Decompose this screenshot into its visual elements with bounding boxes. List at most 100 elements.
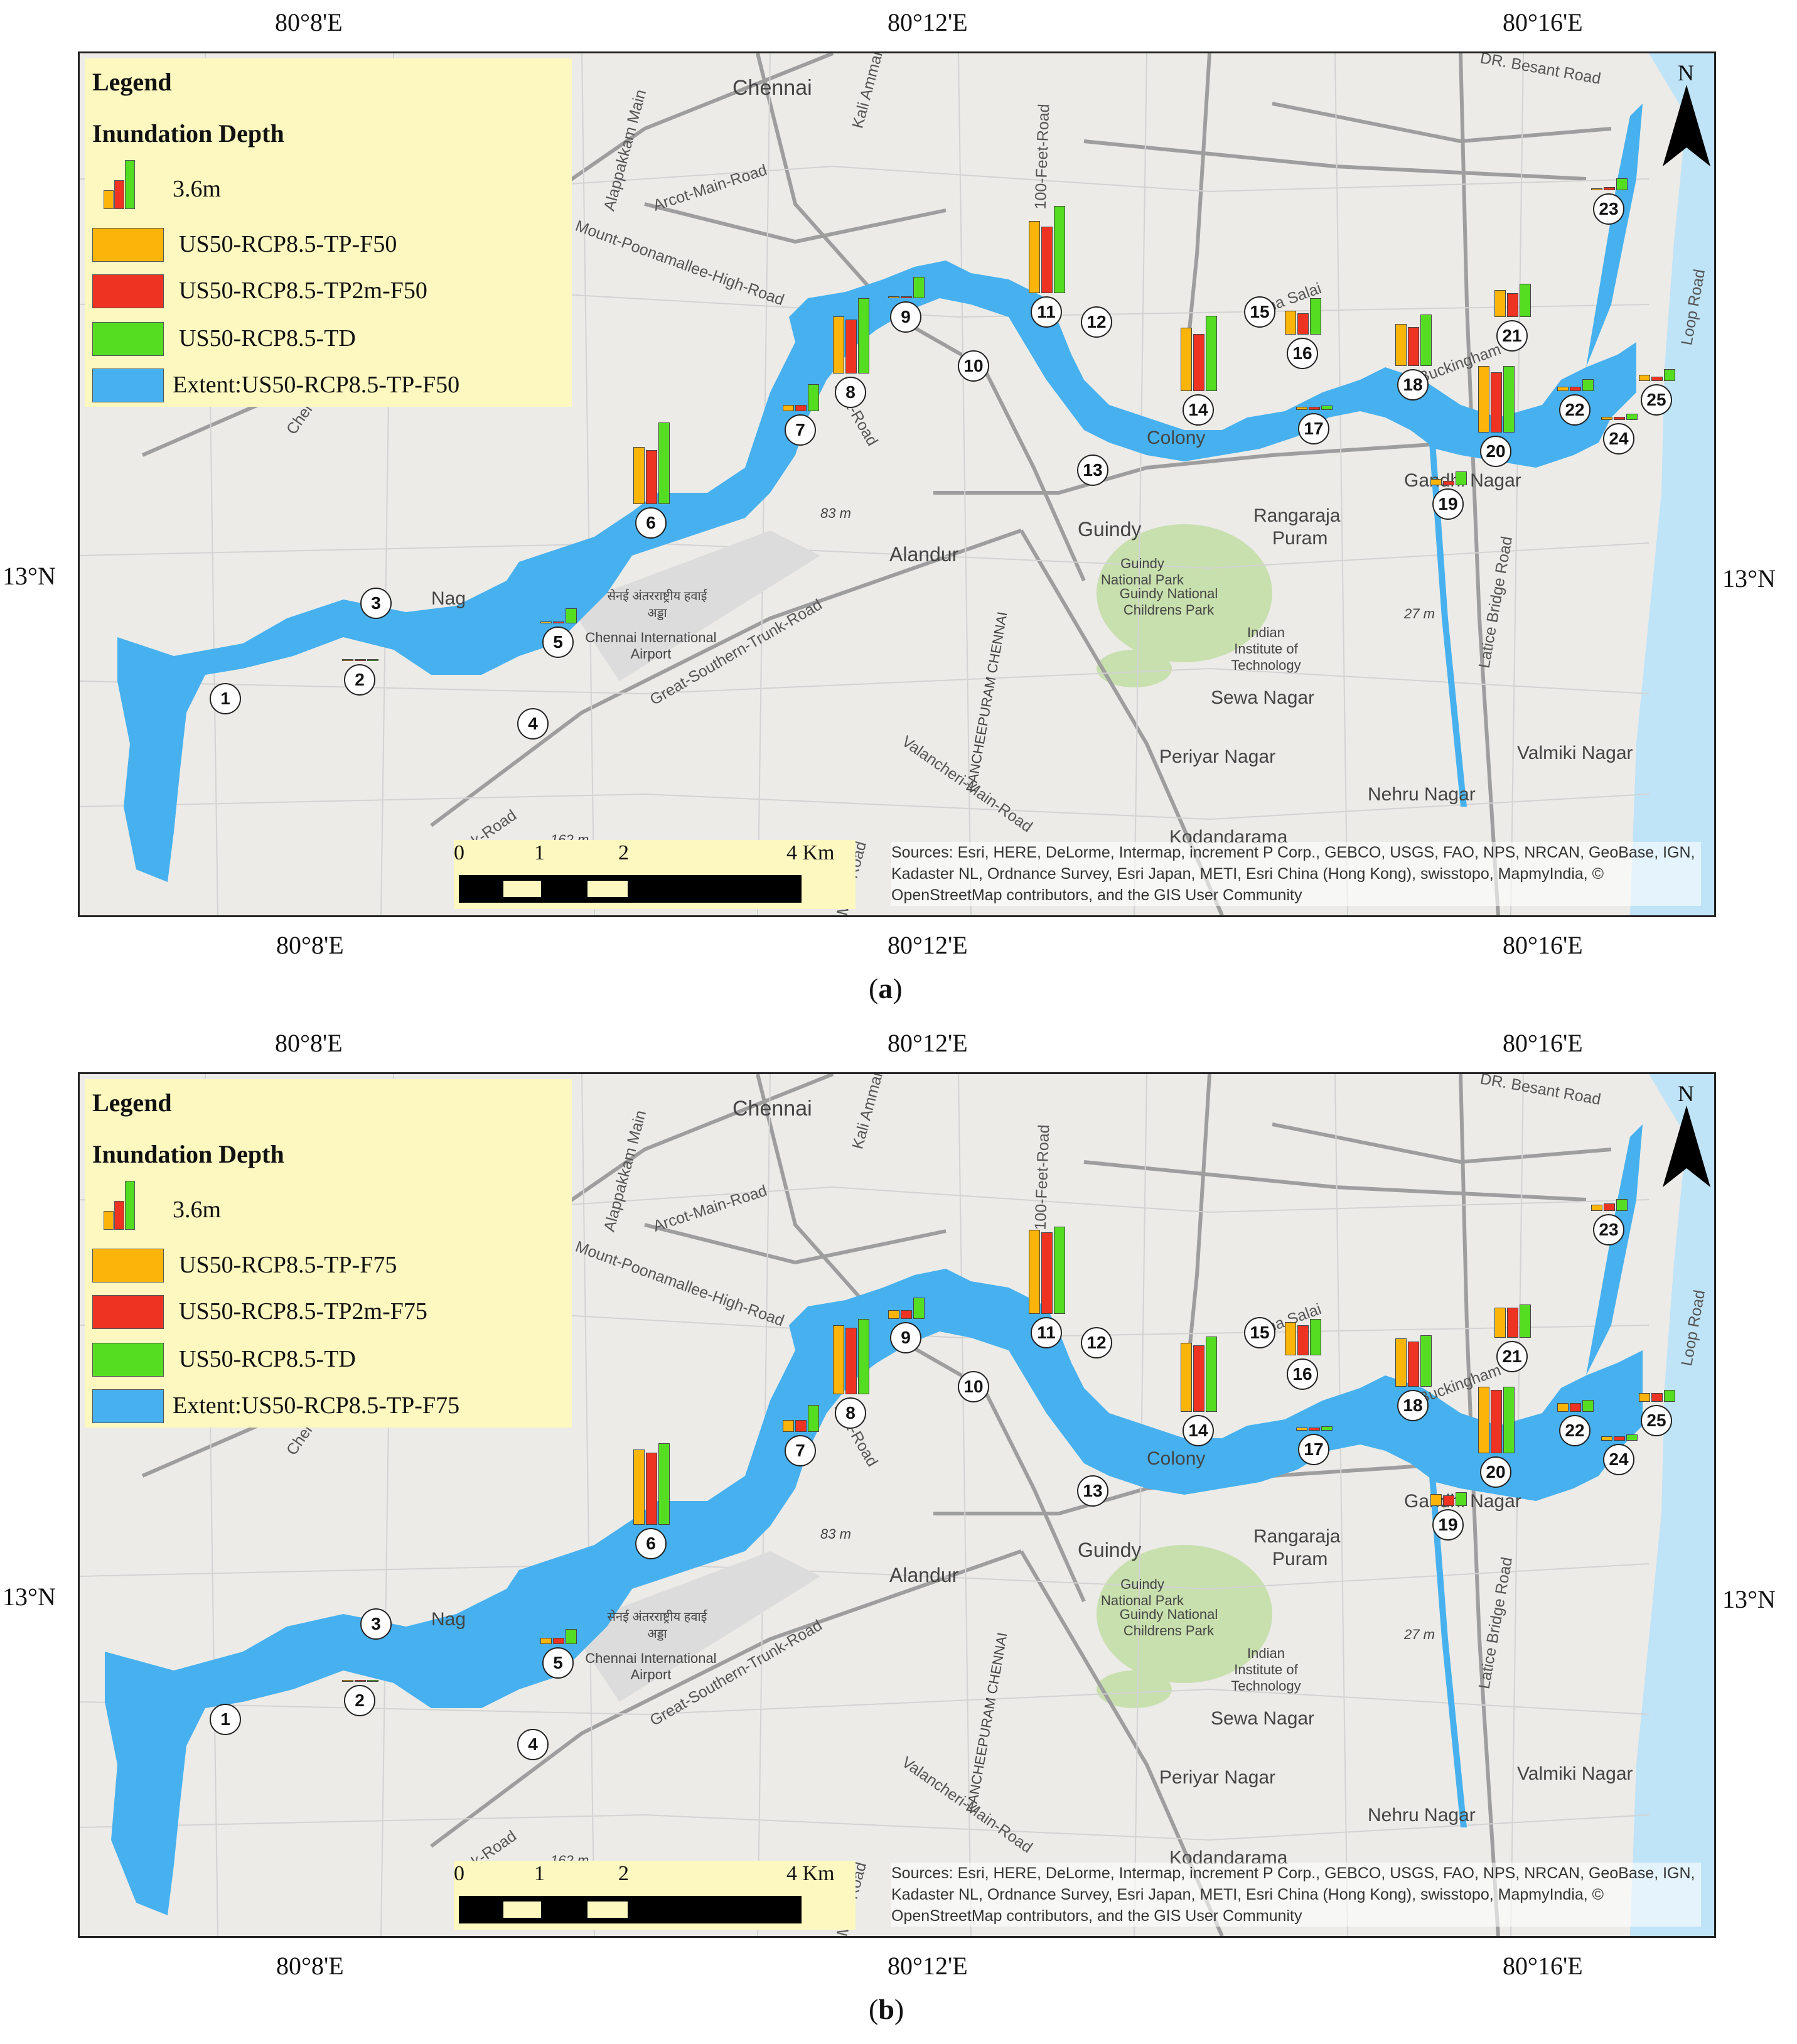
site-marker[interactable]: 19: [1432, 1509, 1464, 1541]
lon-label-top-3: 80°16'E: [1503, 8, 1583, 36]
scale-tick-4: 4 Km: [786, 841, 835, 864]
site-marker[interactable]: 8: [835, 377, 866, 408]
site-marker[interactable]: 25: [1641, 384, 1672, 416]
place-nag: Nag: [431, 588, 466, 609]
site-marker[interactable]: 6: [635, 1528, 667, 1559]
site-19-bar-tp: [1430, 479, 1442, 485]
site-8-depth-bars: [833, 279, 883, 374]
site-marker[interactable]: 4: [517, 1729, 549, 1760]
site-2-bar-tp2m: [355, 659, 366, 661]
site-marker[interactable]: 24: [1603, 423, 1634, 455]
site-7-bar-td: [808, 1404, 819, 1432]
legend-item-tp2m: US50-RCP8.5-TP2m-F75: [179, 1298, 427, 1325]
site-marker[interactable]: 13: [1077, 1475, 1108, 1507]
site-marker[interactable]: 19: [1432, 488, 1464, 520]
site-marker[interactable]: 12: [1081, 1327, 1112, 1358]
site-marker[interactable]: 1: [210, 1704, 241, 1735]
site-marker[interactable]: 14: [1183, 1415, 1214, 1446]
site-marker[interactable]: 21: [1496, 1341, 1528, 1372]
site-18-bar-td: [1420, 315, 1432, 366]
site-marker[interactable]: 22: [1559, 394, 1590, 426]
site-marker[interactable]: 17: [1298, 413, 1329, 444]
site-marker[interactable]: 15: [1244, 296, 1275, 328]
place-colony: Colony: [1147, 1448, 1206, 1469]
site-marker[interactable]: 23: [1593, 193, 1624, 225]
site-marker[interactable]: 20: [1480, 436, 1511, 467]
site-5-bar-tp: [540, 621, 552, 623]
site-marker[interactable]: 10: [958, 350, 989, 382]
scale-tick-2: 2: [618, 1862, 629, 1885]
site-marker[interactable]: 2: [344, 1685, 375, 1716]
site-marker[interactable]: 13: [1077, 455, 1108, 486]
site-marker[interactable]: 11: [1031, 1317, 1062, 1348]
site-22-bar-tp: [1557, 386, 1569, 391]
scale-tick-0: 0: [454, 841, 464, 864]
site-marker[interactable]: 5: [542, 1647, 574, 1679]
site-8-bar-tp: [833, 316, 844, 374]
site-marker[interactable]: 6: [635, 507, 667, 539]
site-2-bar-td: [367, 1680, 378, 1682]
legend-item-extent: Extent:US50-RCP8.5-TP-F50: [173, 372, 460, 398]
site-marker[interactable]: 15: [1244, 1317, 1275, 1348]
lat-label-right: 13°N: [1722, 1585, 1776, 1613]
site-marker[interactable]: 11: [1031, 296, 1062, 328]
site-20-depth-bars: [1478, 338, 1528, 433]
site-marker[interactable]: 1: [210, 683, 241, 714]
site-25-depth-bars: [1639, 1308, 1689, 1402]
site-6-bar-tp: [633, 446, 645, 504]
site-24-bar-tp2m: [1614, 417, 1625, 420]
site-21-bar-tp: [1494, 289, 1506, 317]
site-marker[interactable]: 20: [1480, 1456, 1511, 1488]
site-marker[interactable]: 4: [517, 708, 549, 740]
place-alandur: Alandur: [889, 543, 959, 566]
site-marker[interactable]: 9: [890, 1322, 921, 1353]
site-marker[interactable]: 9: [890, 301, 921, 333]
road-100-feet: 100-Feet-Road: [1031, 103, 1053, 210]
site-marker[interactable]: 22: [1559, 1415, 1590, 1446]
site-23-bar-tp2m: [1604, 187, 1615, 190]
legend-scale-value: 3.6m: [173, 176, 222, 202]
site-marker[interactable]: 14: [1183, 394, 1214, 426]
site-marker[interactable]: 18: [1397, 1390, 1429, 1421]
map-frame: Chennai Alandur Guindy Rangaraja Puram S…: [78, 51, 1716, 917]
north-arrow-icon: [1663, 85, 1710, 166]
site-marker[interactable]: 10: [958, 1371, 989, 1402]
site-marker[interactable]: 18: [1397, 369, 1429, 401]
site-8-bar-tp2m: [845, 1328, 857, 1394]
site-marker[interactable]: 23: [1593, 1214, 1624, 1245]
site-marker[interactable]: 3: [360, 1608, 392, 1640]
place-chennai: Chennai: [732, 76, 812, 100]
site-17-bar-tp2m: [1309, 407, 1320, 410]
lon-label-bottom-2: 80°12'E: [888, 931, 968, 959]
place-airport-hindi: सेनई अंतरराष्ट्रीय हवाई अड्डा: [607, 1610, 707, 1641]
site-24-depth-bars: [1601, 326, 1651, 420]
site-marker[interactable]: 7: [785, 414, 816, 446]
attribution: Sources: Esri, HERE, DeLorme, Intermap, …: [891, 842, 1701, 906]
lon-label-top-1: 80°8'E: [275, 8, 343, 36]
site-16-bar-tp2m: [1297, 313, 1309, 335]
site-marker[interactable]: 5: [542, 627, 574, 658]
site-6-bar-td: [658, 1443, 670, 1525]
site-6-bar-tp: [633, 1450, 645, 1525]
site-marker[interactable]: 21: [1496, 320, 1528, 352]
place-guindy: Guindy: [1078, 518, 1142, 541]
scale-tick-0: 0: [454, 1862, 464, 1885]
site-marker[interactable]: 7: [785, 1435, 816, 1466]
site-marker[interactable]: 3: [360, 588, 392, 619]
site-marker[interactable]: 17: [1298, 1434, 1329, 1465]
place-nag: Nag: [431, 1609, 466, 1630]
site-marker[interactable]: 16: [1287, 1358, 1318, 1390]
lon-label-top-3: 80°16'E: [1503, 1029, 1583, 1057]
site-marker[interactable]: 8: [835, 1397, 866, 1429]
site-20-bar-tp2m: [1491, 372, 1502, 433]
site-marker[interactable]: 2: [344, 664, 375, 696]
site-marker[interactable]: 12: [1081, 306, 1112, 338]
map-panel-b: 80°8'E 80°12'E 80°16'E 13°N 13°N 80°8'E …: [0, 1021, 1797, 2044]
lon-label-bottom-2: 80°12'E: [888, 1952, 968, 1980]
site-marker[interactable]: 16: [1287, 338, 1318, 369]
site-marker[interactable]: 24: [1603, 1444, 1634, 1475]
site-24-bar-tp: [1601, 1436, 1612, 1441]
place-puram: Puram: [1272, 528, 1328, 549]
site-5-bar-tp2m: [553, 621, 564, 623]
site-marker[interactable]: 25: [1641, 1405, 1672, 1436]
